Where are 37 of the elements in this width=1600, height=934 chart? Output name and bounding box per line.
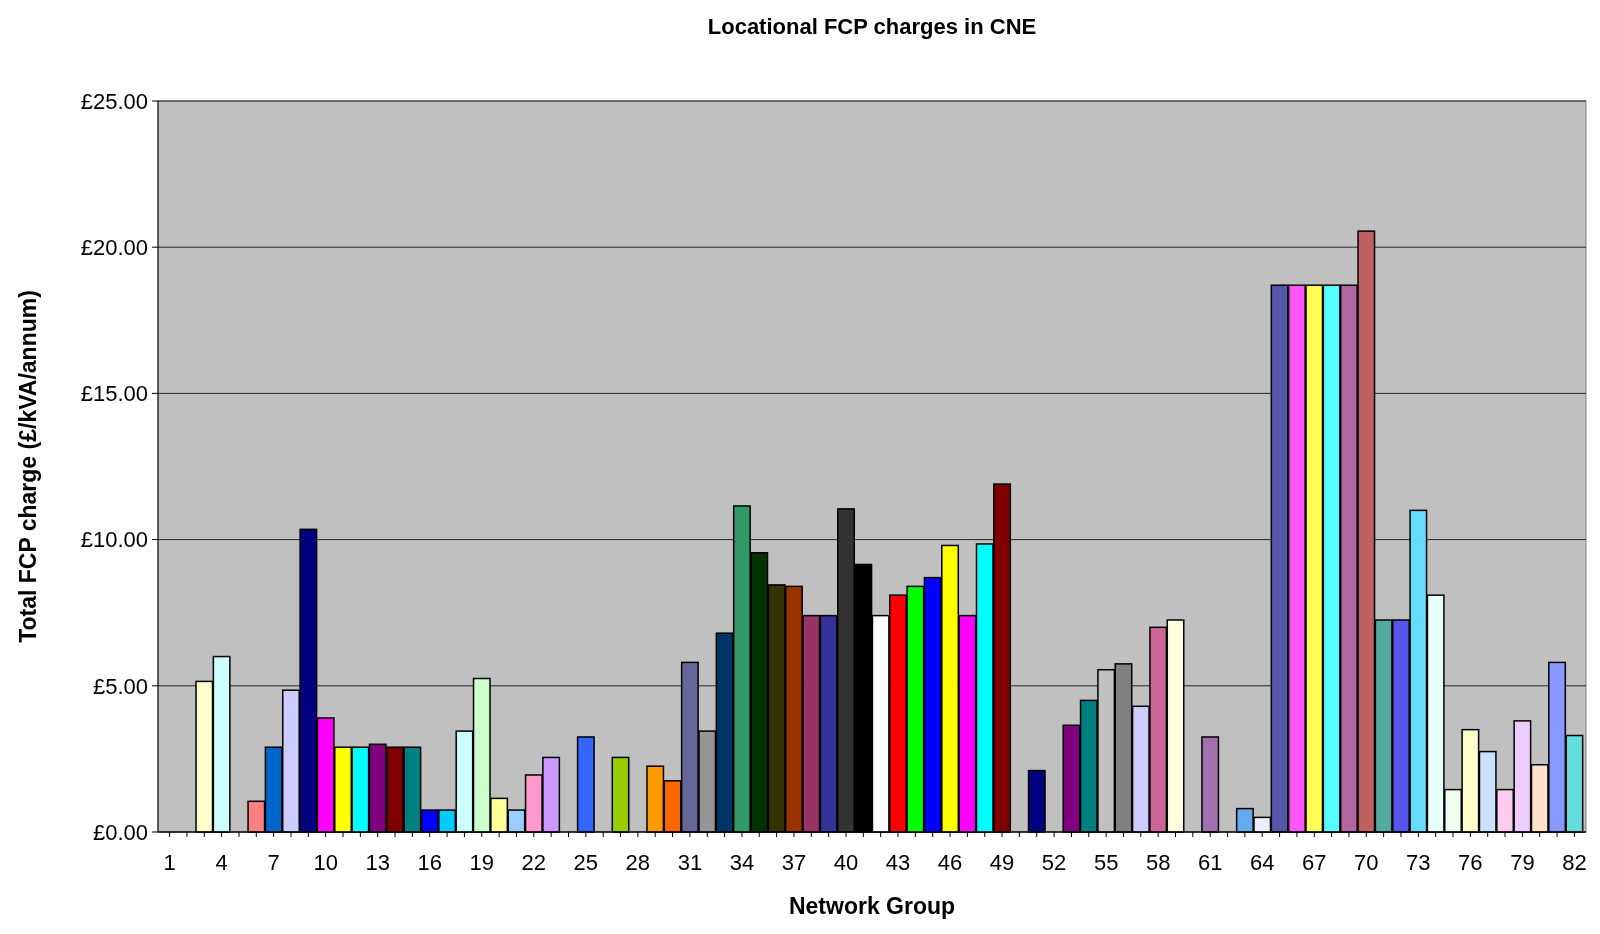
x-tick-label: 37 <box>781 850 807 875</box>
y-tick-label: £10.00 <box>80 527 148 553</box>
x-tick-label: 82 <box>1562 850 1587 875</box>
x-tick-label: 7 <box>267 850 280 875</box>
x-tick-label: 70 <box>1354 850 1379 875</box>
x-tick-label: 25 <box>573 850 599 875</box>
y-tick-label: £15.00 <box>80 381 148 407</box>
x-tick-label: 73 <box>1406 850 1431 875</box>
x-tick-label: 34 <box>729 850 755 875</box>
x-tick-label: 46 <box>937 850 963 875</box>
x-tick-label: 55 <box>1093 850 1119 875</box>
x-tick-label: 61 <box>1197 850 1223 875</box>
x-tick-label: 49 <box>989 850 1015 875</box>
x-tick-label: 1 <box>163 850 176 875</box>
x-tick-label: 10 <box>313 850 338 875</box>
chart-title: Locational FCP charges in CNE <box>707 14 1037 39</box>
x-tick-label: 16 <box>417 850 442 875</box>
x-tick-label: 79 <box>1510 850 1535 875</box>
x-axis-title: Network Group <box>788 893 956 919</box>
y-tick-label: £20.00 <box>80 234 148 260</box>
y-axis-title: Total FCP charge (£/kVA/annum) <box>15 290 41 643</box>
x-tick-label: 43 <box>885 850 911 875</box>
x-tick-label: 52 <box>1041 850 1067 875</box>
y-tick-label: £0.00 <box>92 819 148 845</box>
x-tick-label: 58 <box>1145 850 1171 875</box>
x-tick-label: 28 <box>625 850 651 875</box>
y-tick-label: £5.00 <box>92 673 148 699</box>
x-tick-label: 67 <box>1302 850 1327 875</box>
x-tick-label: 76 <box>1458 850 1483 875</box>
x-tick-label: 19 <box>469 850 495 875</box>
x-tick-label: 4 <box>215 850 228 875</box>
x-tick-label: 64 <box>1249 850 1275 875</box>
x-tick-label: 40 <box>833 850 859 875</box>
x-tick-label: 13 <box>365 850 390 875</box>
y-tick-label: £25.00 <box>80 88 148 114</box>
x-tick-label: 22 <box>521 850 547 875</box>
x-tick-label: 31 <box>677 850 703 875</box>
